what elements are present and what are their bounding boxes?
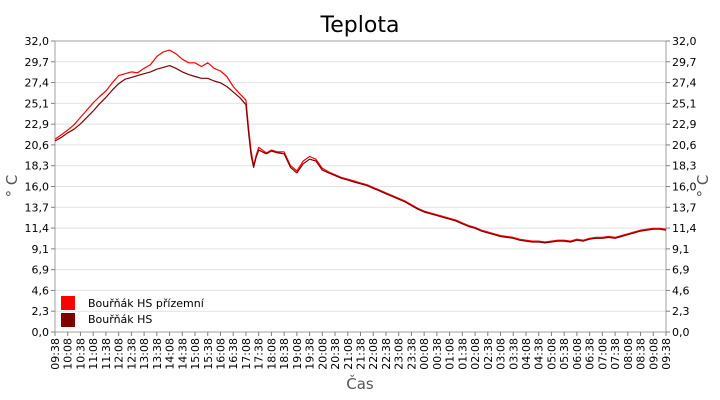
x-tick-label: 04:08 — [520, 338, 533, 370]
y-tick-label-left: 18,3 — [25, 160, 50, 173]
x-tick-label: 11:08 — [87, 338, 100, 370]
x-tick-label: 07:38 — [609, 338, 622, 370]
x-tick-label: 05:08 — [545, 338, 558, 370]
left-y-axis: 0,0 2,3 4,6 6,9 9,1 11,4 13,7 16,0 18,3 20,6 22,9 2… — [25, 35, 55, 339]
x-tick-label: 07:08 — [596, 338, 609, 370]
x-tick-label: 12:38 — [125, 338, 138, 370]
x-tick-label: 23:08 — [393, 338, 406, 370]
x-tick-label: 02:08 — [469, 338, 482, 370]
y-tick-label-right: 18,3 — [672, 160, 697, 173]
x-tick-label: 17:08 — [240, 338, 253, 370]
x-tick-label: 11:38 — [100, 338, 113, 370]
y-tick-label-right: 13,7 — [672, 201, 697, 214]
y-tick-label-left: 2,3 — [32, 305, 50, 318]
x-tick-label: 02:38 — [482, 338, 495, 370]
y-axis-title-left: ° C — [3, 175, 21, 198]
y-tick-label-right: 32,0 — [672, 35, 697, 48]
x-tick-label: 01:08 — [444, 338, 457, 370]
x-tick-label: 22:08 — [367, 338, 380, 370]
y-tick-label-right: 0,0 — [672, 326, 690, 339]
y-tick-label-right: 6,9 — [672, 264, 690, 277]
x-tick-label: 05:38 — [558, 338, 571, 370]
y-tick-label-left: 11,4 — [25, 222, 50, 235]
y-tick-label-right: 27,4 — [672, 77, 697, 90]
y-tick-label-right: 20,6 — [672, 139, 697, 152]
y-tick-label-right: 29,7 — [672, 56, 697, 69]
y-tick-label-left: 6,9 — [32, 264, 50, 277]
y-tick-label-right: 2,3 — [672, 305, 690, 318]
x-tick-label: 15:38 — [202, 338, 215, 370]
x-tick-label: 03:08 — [495, 338, 508, 370]
legend-label-series-1: Bouřňák HS přízemní — [88, 297, 205, 310]
x-tick-label: 16:38 — [227, 338, 240, 370]
x-axis-title: Čas — [346, 374, 374, 393]
x-tick-label: 08:08 — [622, 338, 635, 370]
y-tick-label-left: 9,1 — [32, 243, 50, 256]
x-tick-label: 23:38 — [405, 338, 418, 370]
x-tick-label: 09:08 — [647, 338, 660, 370]
y-tick-label-left: 20,6 — [25, 139, 50, 152]
x-tick-label: 09:38 — [660, 338, 673, 370]
x-tick-label: 15:08 — [189, 338, 202, 370]
x-tick-label: 18:08 — [265, 338, 278, 370]
x-tick-label: 18:38 — [278, 338, 291, 370]
x-tick-label: 22:38 — [380, 338, 393, 370]
y-tick-label-right: 11,4 — [672, 222, 697, 235]
y-tick-label-left: 16,0 — [25, 181, 50, 194]
x-tick-label: 19:08 — [291, 338, 304, 370]
series-line-1 — [54, 49, 667, 243]
right-y-axis: 0,0 2,3 4,6 6,9 9,1 11,4 13,7 16,0 18,3 20,6 22,9 2… — [666, 35, 697, 339]
x-tick-label: 03:38 — [507, 338, 520, 370]
x-axis: 09:38 10:08 10:38 11:08 11:38 12:08 12:38 13:08… — [49, 332, 673, 370]
y-tick-label-right: 16,0 — [672, 181, 697, 194]
legend-swatch-series-2 — [61, 313, 75, 327]
y-tick-label-right: 22,9 — [672, 118, 697, 131]
x-tick-label: 16:08 — [214, 338, 227, 370]
x-tick-label: 00:08 — [418, 338, 431, 370]
y-tick-label-left: 32,0 — [25, 35, 50, 48]
y-tick-label-left: 27,4 — [25, 77, 50, 90]
y-tick-label-left: 29,7 — [25, 56, 50, 69]
legend-label-series-2: Bouřňák HS — [88, 313, 152, 326]
x-tick-label: 21:38 — [355, 338, 368, 370]
x-tick-label: 17:38 — [253, 338, 266, 370]
y-tick-label-left: 0,0 — [32, 326, 50, 339]
y-tick-label-left: 25,1 — [25, 97, 50, 110]
x-tick-label: 13:08 — [138, 338, 151, 370]
x-tick-label: 00:38 — [431, 338, 444, 370]
y-axis-title-right: ° C — [694, 175, 712, 198]
x-tick-label: 14:08 — [164, 338, 177, 370]
chart-title: Teplota — [320, 13, 400, 38]
x-tick-label: 14:38 — [176, 338, 189, 370]
series-layer — [54, 49, 667, 244]
y-tick-label-right: 4,6 — [672, 284, 690, 297]
y-tick-label-right: 9,1 — [672, 243, 690, 256]
x-tick-label: 09:38 — [49, 338, 62, 370]
legend-swatch-series-1 — [61, 296, 75, 310]
x-tick-label: 21:08 — [342, 338, 355, 370]
y-tick-label-left: 13,7 — [25, 201, 50, 214]
x-tick-label: 10:08 — [62, 338, 75, 370]
x-tick-label: 04:38 — [533, 338, 546, 370]
x-tick-label: 08:38 — [635, 338, 648, 370]
x-tick-label: 12:08 — [113, 338, 126, 370]
series-line-2 — [54, 64, 667, 244]
x-tick-label: 06:08 — [571, 338, 584, 370]
x-tick-label: 06:38 — [584, 338, 597, 370]
x-tick-label: 19:38 — [304, 338, 317, 370]
y-tick-label-left: 22,9 — [25, 118, 50, 131]
grid-lines — [55, 40, 666, 333]
x-tick-label: 01:38 — [456, 338, 469, 370]
legend: Bouřňák HS přízemní Bouřňák HS — [61, 296, 205, 327]
y-tick-label-left: 4,6 — [32, 284, 50, 297]
x-tick-label: 20:38 — [329, 338, 342, 370]
y-tick-label-right: 25,1 — [672, 97, 697, 110]
x-tick-label: 20:08 — [316, 338, 329, 370]
x-tick-label: 10:38 — [74, 338, 87, 370]
x-tick-label: 13:38 — [151, 338, 164, 370]
